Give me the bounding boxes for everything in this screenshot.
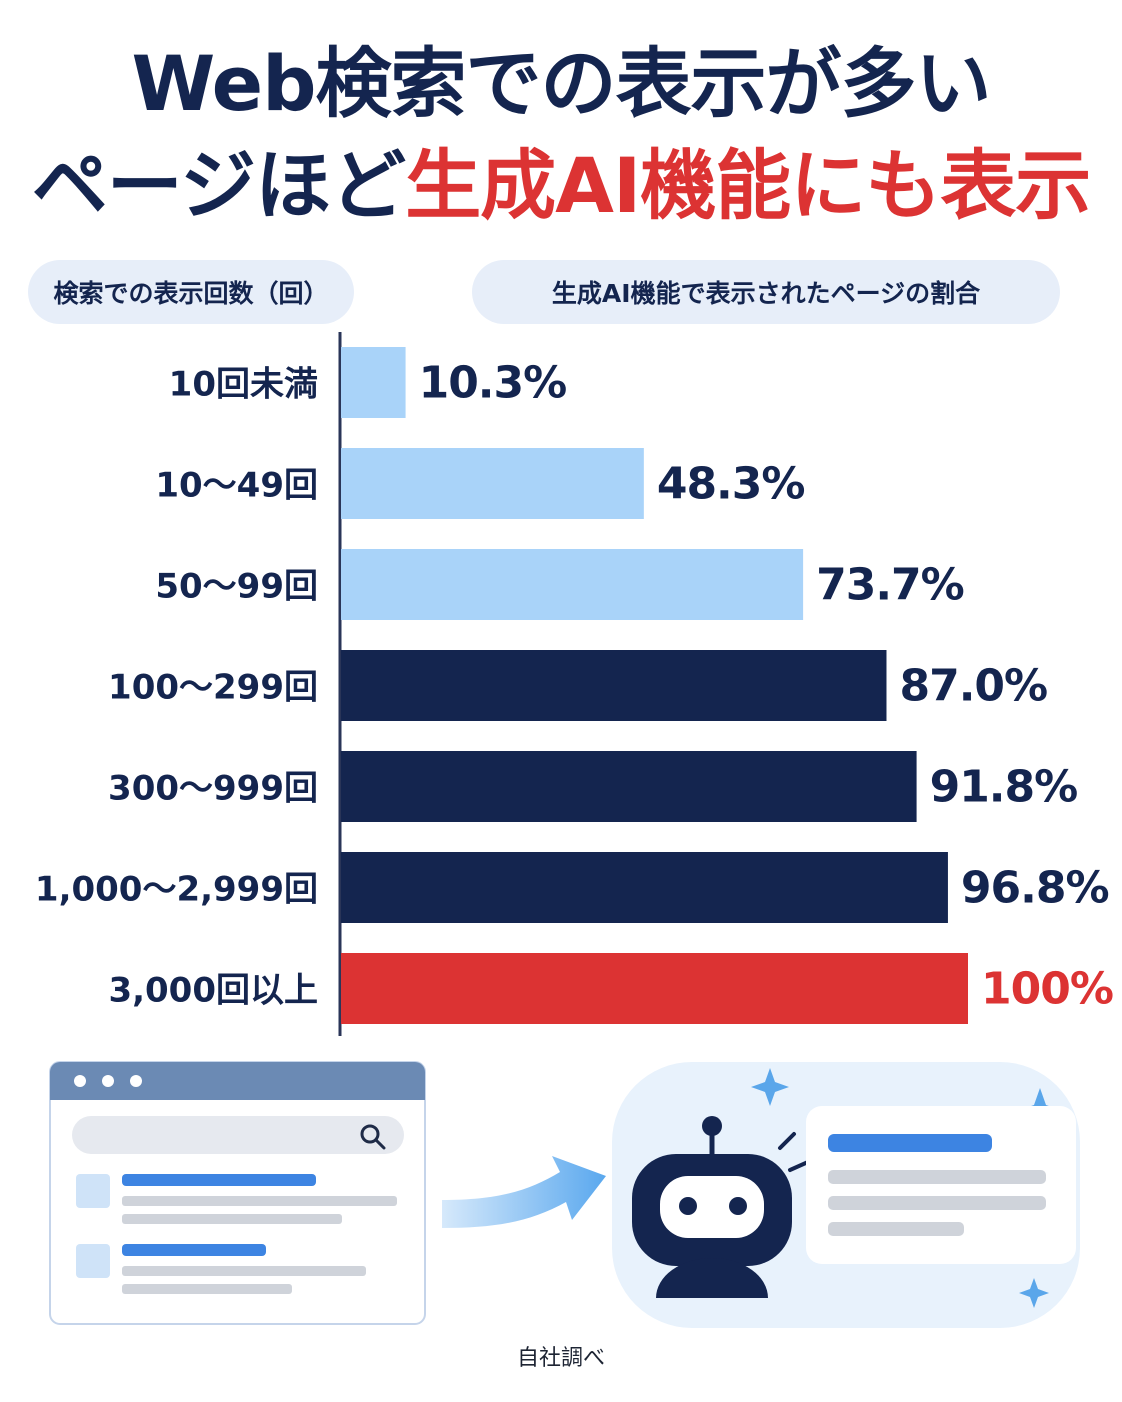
category-label: 1,000～2,999回: [35, 870, 318, 910]
search-icon: [360, 1124, 386, 1150]
category-label: 3,000回以上: [108, 971, 318, 1011]
browser-window-icon: [49, 1061, 426, 1325]
ai-answer-card: [806, 1106, 1076, 1264]
title-line2-accent: 生成AI機能にも表示: [405, 141, 1091, 230]
bar-chart: 10回未満 10.3% 10～49回 48.3% 50～99回 73.7% 100～299回…: [35, 332, 1114, 1036]
data-label: 73.7%: [816, 560, 964, 611]
data-label: 100%: [981, 964, 1113, 1015]
data-label: 91.8%: [930, 762, 1078, 813]
bar: [341, 650, 887, 721]
data-label: 96.8%: [961, 863, 1109, 914]
bar: [341, 347, 406, 418]
chart-title-line2: ページほど生成AI機能にも表示: [0, 140, 1122, 232]
title-line2-prefix: ページほど: [31, 141, 406, 230]
category-label: 10回未満: [169, 365, 318, 405]
bar: [341, 852, 948, 923]
bar: [341, 751, 917, 822]
arrow-right-icon: [442, 1156, 606, 1228]
category-label: 300～999回: [108, 769, 318, 809]
robot-icon: [632, 1116, 810, 1298]
category-label: 100～299回: [108, 668, 318, 708]
category-label: 10～49回: [155, 466, 318, 506]
bar: [341, 953, 968, 1024]
data-label: 10.3%: [419, 358, 567, 409]
source-note: 自社調べ: [516, 1346, 605, 1371]
category-label: 50～99回: [155, 567, 318, 607]
search-to-ai-illustration: [49, 1061, 1080, 1328]
bar: [341, 448, 644, 519]
data-label: 87.0%: [899, 661, 1047, 712]
bar: [341, 549, 804, 620]
data-label: 48.3%: [657, 459, 805, 510]
category-axis-header: 検索での表示回数（回）: [28, 260, 354, 324]
value-axis-header: 生成AI機能で表示されたページの割合: [472, 260, 1060, 324]
chart-title-line1: Web検索での表示が多い: [131, 39, 991, 128]
